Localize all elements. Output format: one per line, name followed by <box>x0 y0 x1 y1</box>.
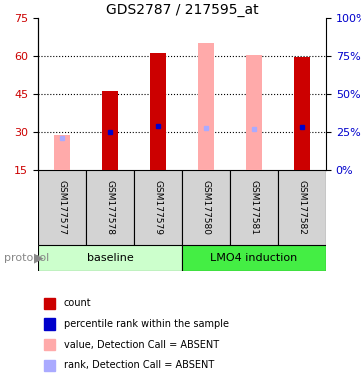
Bar <box>278 170 326 245</box>
Bar <box>44 359 55 371</box>
Title: GDS2787 / 217595_at: GDS2787 / 217595_at <box>106 3 258 17</box>
Bar <box>44 298 55 309</box>
Text: ▶: ▶ <box>34 252 44 265</box>
Bar <box>293 57 310 170</box>
Text: value, Detection Call = ABSENT: value, Detection Call = ABSENT <box>64 339 219 349</box>
Bar <box>230 170 278 245</box>
Bar <box>197 43 214 170</box>
Bar <box>38 170 86 245</box>
Text: GSM177580: GSM177580 <box>201 180 210 235</box>
Text: baseline: baseline <box>87 253 133 263</box>
Bar <box>149 53 166 170</box>
Text: GSM177579: GSM177579 <box>153 180 162 235</box>
Bar <box>182 245 326 271</box>
Text: GSM177577: GSM177577 <box>57 180 66 235</box>
Bar <box>38 245 182 271</box>
Bar <box>134 170 182 245</box>
Text: LMO4 induction: LMO4 induction <box>210 253 297 263</box>
Bar <box>101 91 118 170</box>
Text: percentile rank within the sample: percentile rank within the sample <box>64 319 229 329</box>
Text: protocol: protocol <box>4 253 49 263</box>
Bar <box>44 318 55 329</box>
Text: rank, Detection Call = ABSENT: rank, Detection Call = ABSENT <box>64 360 214 370</box>
Text: GSM177582: GSM177582 <box>297 180 306 235</box>
Bar <box>182 170 230 245</box>
Bar <box>44 339 55 350</box>
Text: GSM177581: GSM177581 <box>249 180 258 235</box>
Bar <box>86 170 134 245</box>
Text: GSM177578: GSM177578 <box>105 180 114 235</box>
Bar <box>53 134 70 170</box>
Bar <box>245 55 262 170</box>
Text: count: count <box>64 298 92 308</box>
